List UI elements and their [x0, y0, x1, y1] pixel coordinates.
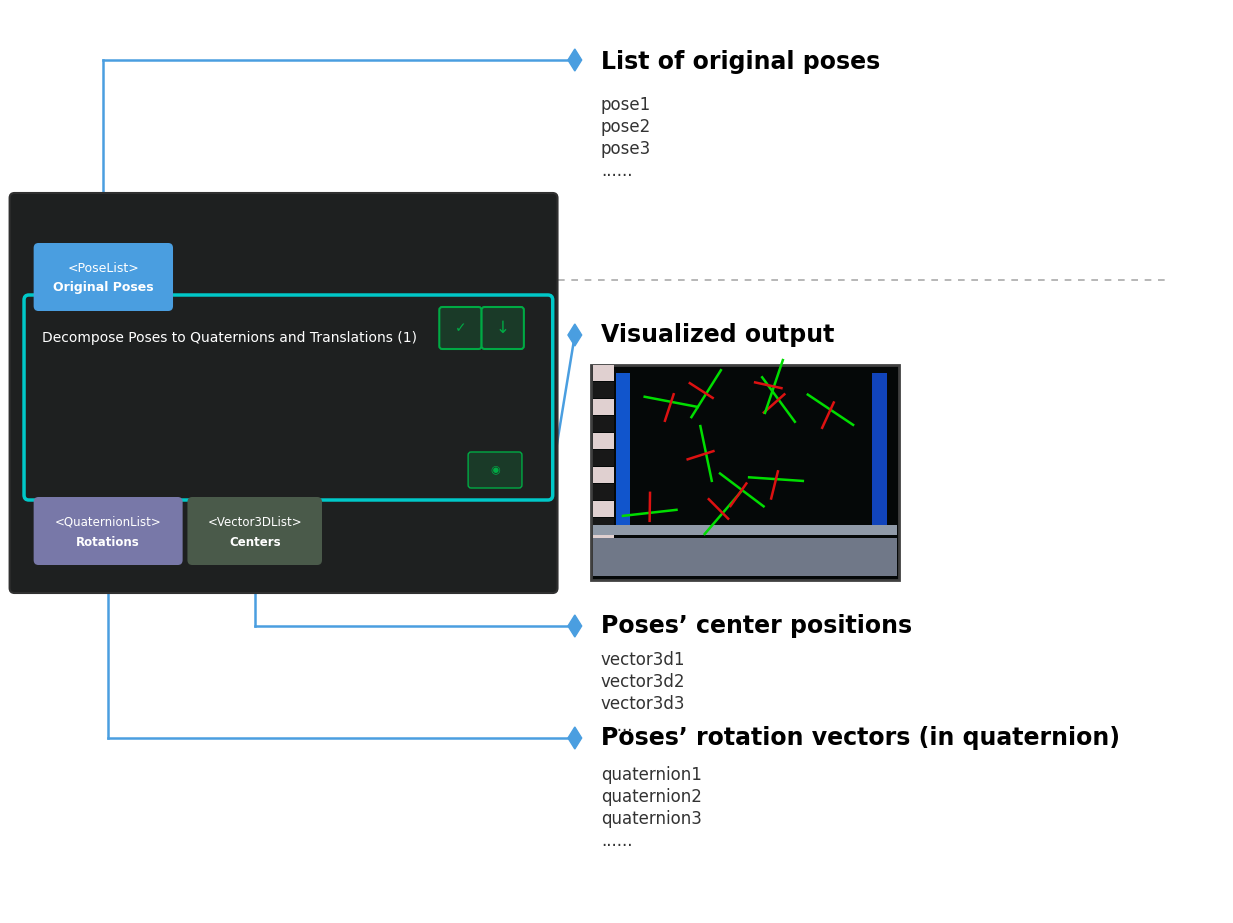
Polygon shape: [568, 324, 582, 346]
FancyBboxPatch shape: [187, 497, 322, 565]
FancyBboxPatch shape: [616, 373, 630, 533]
Text: Poses’ rotation vectors (in quaternion): Poses’ rotation vectors (in quaternion): [600, 726, 1120, 750]
Text: Poses’ center positions: Poses’ center positions: [600, 614, 912, 638]
Text: <QuaternionList>: <QuaternionList>: [54, 516, 162, 529]
Text: Centers: Centers: [229, 535, 281, 548]
Polygon shape: [568, 615, 582, 637]
FancyBboxPatch shape: [33, 497, 182, 565]
Text: quaternion3: quaternion3: [600, 810, 702, 828]
Text: ✓: ✓: [455, 321, 466, 335]
FancyBboxPatch shape: [10, 193, 557, 593]
Text: <PoseList>: <PoseList>: [68, 261, 139, 274]
FancyBboxPatch shape: [482, 307, 524, 349]
FancyBboxPatch shape: [33, 243, 173, 311]
FancyBboxPatch shape: [872, 373, 888, 533]
Text: Decompose Poses to Quaternions and Translations (1): Decompose Poses to Quaternions and Trans…: [42, 331, 417, 345]
Text: vector3d1: vector3d1: [600, 651, 686, 669]
FancyBboxPatch shape: [593, 501, 614, 517]
FancyBboxPatch shape: [593, 382, 614, 398]
Text: pose1: pose1: [600, 96, 651, 114]
Text: ↓: ↓: [496, 319, 509, 337]
Text: ......: ......: [600, 832, 633, 850]
Text: vector3d3: vector3d3: [600, 695, 686, 713]
Text: Original Poses: Original Poses: [53, 282, 154, 294]
FancyBboxPatch shape: [593, 535, 614, 551]
Text: <Vector3DList>: <Vector3DList>: [207, 516, 302, 529]
FancyBboxPatch shape: [593, 433, 614, 449]
FancyBboxPatch shape: [593, 399, 614, 415]
Text: List of original poses: List of original poses: [600, 50, 880, 74]
FancyBboxPatch shape: [593, 518, 614, 534]
FancyBboxPatch shape: [593, 450, 614, 466]
Text: ◉: ◉: [491, 465, 499, 475]
Text: ......: ......: [600, 162, 633, 180]
Polygon shape: [568, 727, 582, 749]
FancyBboxPatch shape: [593, 525, 896, 535]
Text: pose3: pose3: [600, 140, 651, 158]
FancyBboxPatch shape: [23, 295, 552, 500]
FancyBboxPatch shape: [593, 416, 614, 432]
Text: ......: ......: [600, 717, 633, 735]
Text: pose2: pose2: [600, 118, 651, 136]
FancyBboxPatch shape: [593, 552, 614, 568]
Text: vector3d2: vector3d2: [600, 673, 686, 691]
Polygon shape: [568, 49, 582, 71]
Text: Visualized output: Visualized output: [600, 323, 835, 347]
FancyBboxPatch shape: [593, 538, 896, 576]
FancyBboxPatch shape: [469, 452, 522, 488]
FancyBboxPatch shape: [439, 307, 482, 349]
Text: quaternion1: quaternion1: [600, 766, 702, 784]
FancyBboxPatch shape: [593, 365, 614, 381]
FancyBboxPatch shape: [593, 484, 614, 500]
Text: Rotations: Rotations: [76, 535, 141, 548]
Text: quaternion2: quaternion2: [600, 788, 702, 806]
FancyBboxPatch shape: [591, 365, 899, 580]
FancyBboxPatch shape: [593, 467, 614, 483]
